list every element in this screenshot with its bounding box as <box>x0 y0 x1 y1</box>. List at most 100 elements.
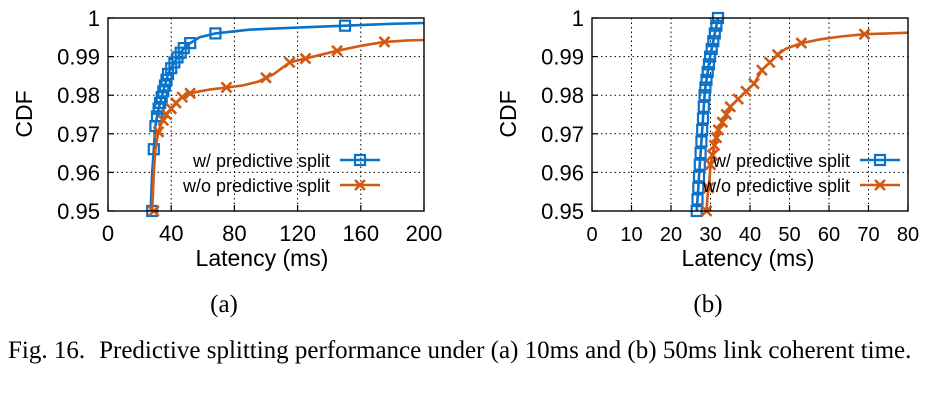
series-marker-a-1 <box>283 56 296 69</box>
ylabel-a: CDF <box>11 90 37 137</box>
x-tick-label-a: 200 <box>406 221 443 246</box>
series-marker-b-0 <box>696 112 710 125</box>
y-tick-label-b: 0.95 <box>541 199 584 224</box>
legend-marker-a-0 <box>353 153 367 167</box>
series-marker-b-0 <box>701 65 714 79</box>
x-tick-label-a: 40 <box>159 221 183 246</box>
series-marker-b-0 <box>694 147 707 160</box>
series-marker-a-0 <box>338 19 352 32</box>
series-marker-b-1 <box>712 124 725 136</box>
series-marker-b-0 <box>696 123 709 137</box>
x-tick-label-b: 80 <box>897 224 919 246</box>
figure-16: 0.950.960.970.980.991 0 40 80 120 160 200 CDF… <box>11 6 919 318</box>
y-tick-label-a: 0.98 <box>57 83 100 108</box>
series-marker-a-1 <box>260 71 272 84</box>
series-marker-b-1 <box>795 37 808 50</box>
series-marker-b-1 <box>748 77 760 90</box>
panel-label-b: (b) <box>693 291 722 318</box>
series-marker-b-0 <box>691 193 704 206</box>
series-marker-a-1 <box>152 125 165 138</box>
caption-number: Fig. 16. <box>8 337 86 364</box>
series-marker-b-1 <box>716 116 729 129</box>
legend-marker-b-0 <box>873 153 887 167</box>
series-marker-b-0 <box>695 135 708 148</box>
legend-marker-a-1 <box>354 179 366 191</box>
y-tick-label-a: 0.95 <box>57 199 100 224</box>
plot-frame-b <box>591 17 909 212</box>
series-marker-b-0 <box>702 58 716 71</box>
x-tick-label-b: 70 <box>857 224 879 246</box>
series-marker-b-1 <box>706 149 719 161</box>
x-tick-label-a: 160 <box>342 221 379 246</box>
x-tick-labels-b: 0 10 20 30 40 50 60 70 80 <box>586 224 919 246</box>
series-marker-b-0 <box>693 158 706 171</box>
xlabel-b: Latency (ms) <box>682 245 815 271</box>
series-marker-b-1 <box>858 28 871 41</box>
series-marker-a-1 <box>331 44 344 57</box>
series-marker-b-0 <box>703 50 717 63</box>
y-tick-label-a: 0.97 <box>57 122 100 147</box>
y-tick-labels-b: 0.95 0.96 0.97 0.98 0.99 1 <box>541 6 584 224</box>
x-tick-label-b: 20 <box>660 224 682 246</box>
x-tick-label-a: 0 <box>102 221 114 246</box>
x-tick-label-a: 80 <box>222 221 246 246</box>
series-marker-b-0 <box>699 81 712 94</box>
series-a <box>146 19 425 218</box>
x-tick-label-b: 10 <box>620 224 642 246</box>
panel-a: 0.95 0.96 0.97 0.98 0.99 1 0 40 80 120 160 200 CDF… <box>11 6 442 318</box>
series-line-a-1 <box>150 38 425 212</box>
series-marker-a-1 <box>220 81 233 94</box>
ylabel-b: CDF <box>495 90 521 137</box>
series-marker-b-1 <box>771 48 784 61</box>
legend-a: w/ predictive split w/o predictive split <box>182 151 380 196</box>
y-tick-label-a: 0.96 <box>57 160 100 185</box>
x-tick-label-b: 50 <box>778 224 800 246</box>
y-tick-label-a: 0.99 <box>57 45 100 70</box>
y-tick-label-a: 1 <box>88 6 100 31</box>
plot-frame-a <box>107 17 425 212</box>
y-tick-label-b: 0.96 <box>541 160 584 185</box>
legend-label-a-0: w/ predictive split <box>192 151 330 171</box>
x-tick-label-b: 60 <box>818 224 840 246</box>
x-tick-labels-a: 0 40 80 120 160 200 <box>102 221 442 246</box>
series-marker-b-0 <box>705 42 718 56</box>
series-marker-b-0 <box>698 89 711 102</box>
series-marker-a-1 <box>299 52 312 65</box>
series-marker-a-0 <box>150 110 164 123</box>
series-marker-a-0 <box>184 36 197 50</box>
series-marker-a-1 <box>184 87 197 100</box>
legend-label-b-1: w/o predictive split <box>702 176 850 196</box>
panel-b: 0.950.960.970.980.991 0 10 20 30 40 50 60 70 80 … <box>495 6 919 318</box>
x-tick-label-b: 0 <box>586 224 597 246</box>
series-marker-b-0 <box>700 73 713 86</box>
series-marker-a-1 <box>378 36 391 48</box>
series-marker-b-1 <box>702 181 715 194</box>
legend-label-b-0: w/ predictive split <box>712 151 850 171</box>
legend-label-a-1: w/o predictive split <box>182 176 330 196</box>
series-marker-a-1 <box>157 114 170 127</box>
y-tick-label-b: 0.99 <box>541 45 584 70</box>
y-tick-label-b: 0.97 <box>541 122 584 147</box>
caption-text: Predictive splitting performance under (… <box>99 337 912 364</box>
series-marker-b-1 <box>704 158 717 171</box>
y-tick-labels-a: 0.95 0.96 0.97 0.98 0.99 1 <box>57 6 100 224</box>
panel-label-a: (a) <box>210 291 238 318</box>
x-tick-label-b: 40 <box>739 224 761 246</box>
y-tick-label-b: 0.98 <box>541 83 584 108</box>
series-marker-b-0 <box>710 19 723 32</box>
series-marker-b-0 <box>707 35 720 48</box>
legend-b: w/ predictive split w/o predictive split <box>702 151 900 196</box>
series-marker-b-0 <box>692 170 706 183</box>
y-tick-label-b: 1 <box>572 6 584 31</box>
x-tick-label-a: 120 <box>279 221 316 246</box>
series-marker-b-0 <box>708 27 721 40</box>
series-marker-b-1 <box>720 108 733 121</box>
series-marker-b-0 <box>692 181 705 194</box>
figure-caption: Fig. 16. Predictive splitting performance… <box>8 334 923 367</box>
series-marker-b-0 <box>697 100 710 113</box>
legend-marker-b-1 <box>874 179 886 191</box>
series-marker-a-1 <box>176 91 189 104</box>
series-marker-a-0 <box>209 27 222 40</box>
xlabel-a: Latency (ms) <box>196 245 329 271</box>
x-tick-label-b: 30 <box>699 224 721 246</box>
